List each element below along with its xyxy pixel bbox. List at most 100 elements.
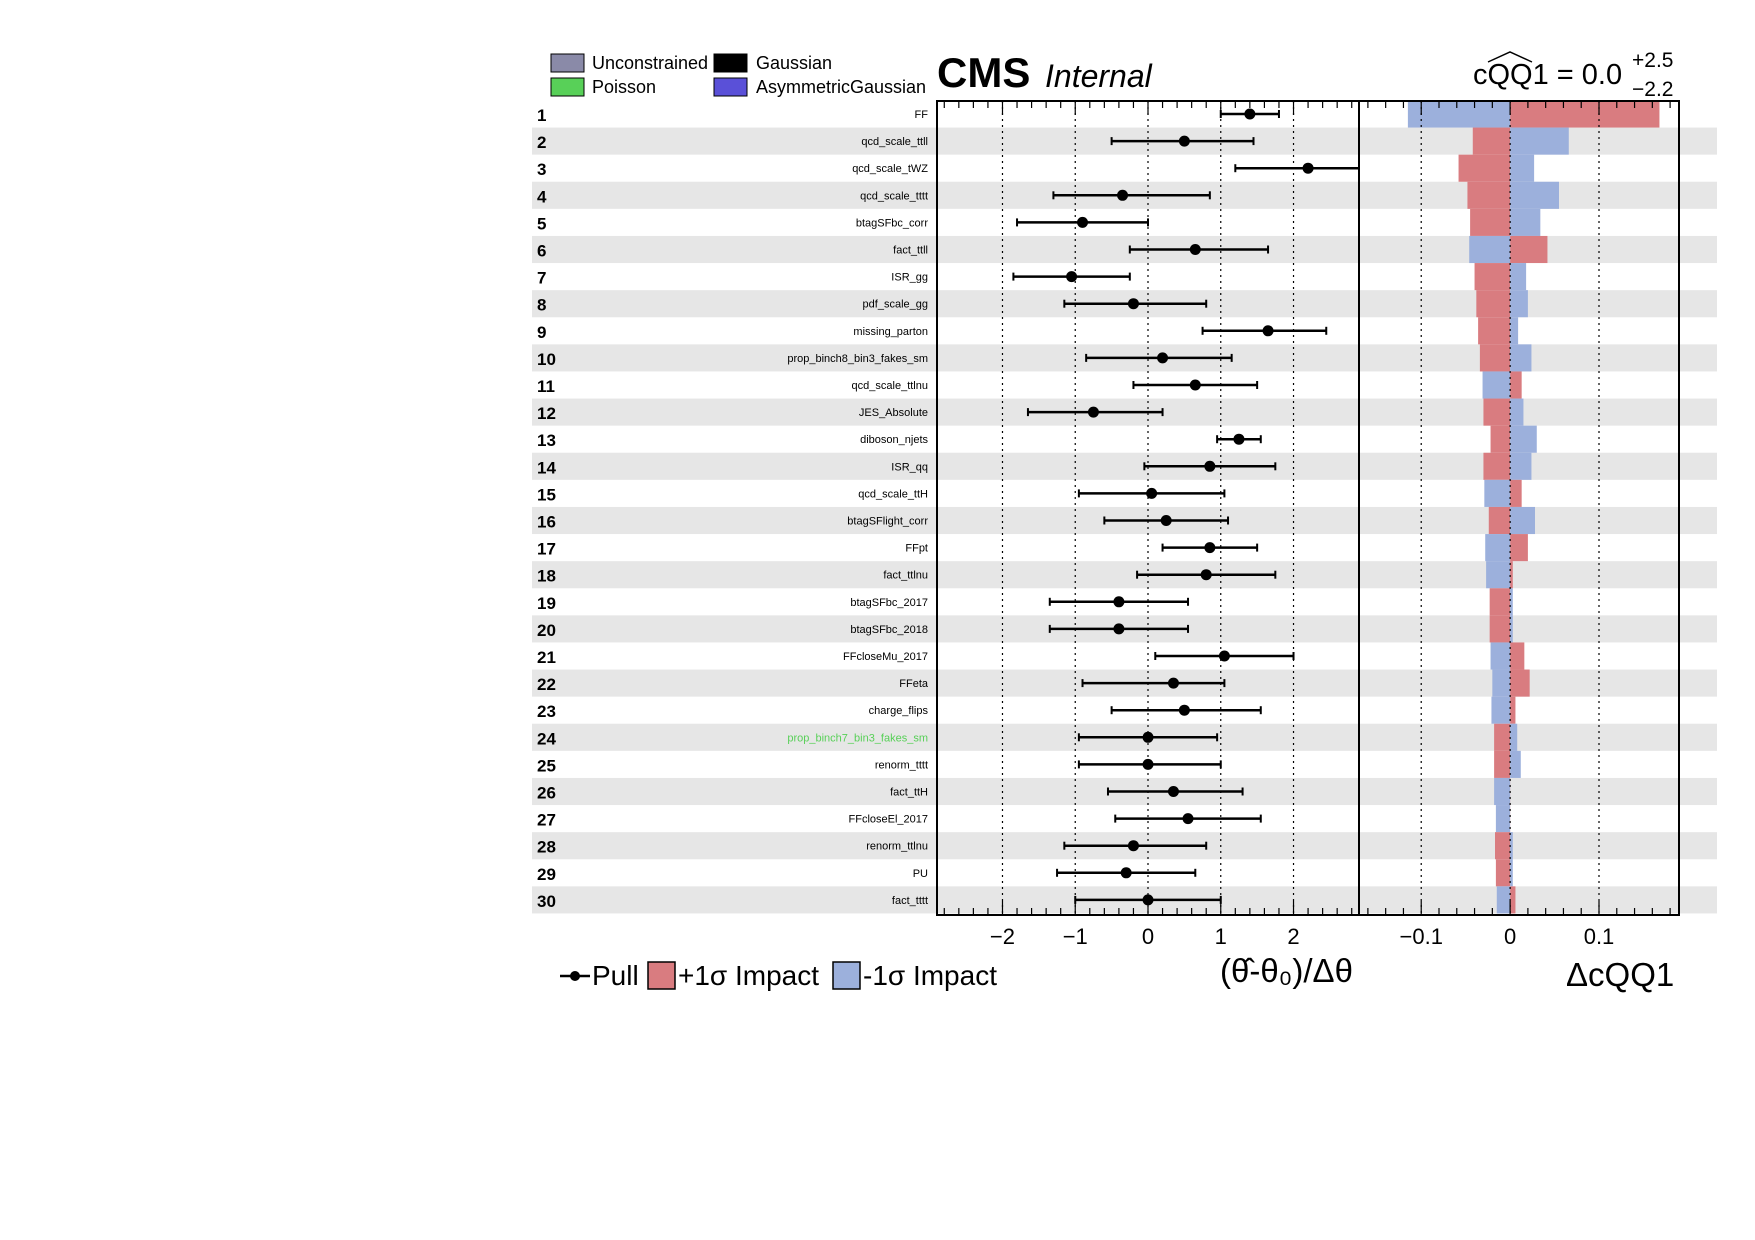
parameter-labels: 1 FF 2 qcd_scale_ttll 3 qcd_scale_tWZ 4 qcd_sca… — [537, 106, 929, 911]
rank-number: 16 — [537, 513, 556, 532]
internal-label: Internal — [1045, 58, 1153, 94]
parameter-label: FFpt — [905, 543, 928, 555]
rank-number: 15 — [537, 485, 556, 504]
rank-number: 28 — [537, 838, 556, 857]
pull-marker — [1127, 840, 1139, 852]
plus-impact-bar — [1510, 371, 1522, 399]
legend-poisson-swatch — [550, 77, 585, 97]
rank-number: 7 — [537, 269, 546, 288]
plus-impact-bar — [1510, 669, 1530, 697]
minus-impact-bar — [1510, 452, 1532, 480]
minus-impact-bar — [1486, 561, 1511, 589]
minus-impact-bar — [1510, 723, 1518, 751]
plus-impact-bar — [1483, 398, 1511, 426]
minus-impact-bar — [1407, 100, 1511, 128]
pull-marker — [1157, 352, 1169, 364]
minus-impact-bar — [1510, 290, 1528, 318]
minus-impact-bar — [1510, 832, 1513, 860]
plus-impact-bar — [1510, 696, 1516, 724]
pull-marker — [1142, 731, 1154, 743]
rank-number: 11 — [537, 377, 555, 396]
minus-impact-bar — [1510, 615, 1513, 643]
impact-tick-label: 0 — [1504, 924, 1516, 949]
rank-number: 1 — [537, 106, 546, 125]
rank-number: 19 — [537, 594, 556, 613]
pull-marker — [1204, 542, 1216, 554]
plus-impact-bar — [1510, 534, 1528, 562]
legend-asymgauss-label: AsymmetricGaussian — [756, 77, 926, 97]
parameter-label: JES_Absolute — [859, 407, 928, 419]
plus-impact-bar — [1510, 886, 1516, 914]
parameter-label: btagSFbc_corr — [856, 217, 928, 229]
legend-plus-impact-label: +1σ Impact — [678, 960, 819, 991]
minus-impact-bar — [1510, 263, 1527, 291]
rank-number: 27 — [537, 811, 556, 830]
parameter-label: FFeta — [899, 678, 929, 690]
parameter-label: ISR_gg — [891, 272, 928, 284]
pull-marker — [1189, 379, 1201, 391]
plus-impact-bar — [1476, 290, 1511, 318]
rank-number: 3 — [537, 160, 546, 179]
plus-impact-bar — [1478, 317, 1511, 345]
parameter-label: qcd_scale_tWZ — [852, 163, 928, 175]
plus-impact-bar — [1483, 452, 1511, 480]
parameter-label: btagSFbc_2018 — [850, 624, 928, 636]
impact-tick-label: −0.1 — [1400, 924, 1443, 949]
rank-number: 8 — [537, 296, 546, 315]
minus-impact-bar — [1490, 642, 1511, 670]
parameter-label: prop_binch7_bin3_fakes_sm — [787, 732, 928, 744]
pull-marker — [1244, 108, 1256, 120]
minus-impact-bar — [1482, 371, 1511, 399]
minus-impact-bar — [1510, 127, 1569, 155]
pull-marker — [1167, 677, 1179, 689]
parameter-label: renorm_ttlnu — [866, 841, 928, 853]
poi-hat — [1487, 51, 1533, 63]
pull-markers — [1012, 108, 1360, 906]
rank-number: 22 — [537, 675, 556, 694]
legend-pull-label: Pull — [592, 960, 639, 991]
legend-plus-impact-swatch — [647, 961, 676, 990]
pull-axis-title: (θ̂-θ₀)/Δθ — [1220, 952, 1353, 989]
minus-impact-bar — [1510, 588, 1513, 616]
pull-marker — [1120, 867, 1132, 879]
rank-number: 9 — [537, 323, 546, 342]
minus-impact-bar — [1510, 208, 1541, 236]
legend-poisson-label: Poisson — [592, 77, 656, 97]
pull-marker — [1113, 596, 1125, 608]
pull-marker — [1066, 271, 1078, 283]
pull-marker — [1178, 704, 1190, 716]
parameter-label: ISR_qq — [891, 461, 928, 473]
pull-marker — [1077, 216, 1089, 228]
plus-impact-bar — [1472, 127, 1511, 155]
pull-marker — [1142, 894, 1154, 906]
minus-impact-bar — [1496, 886, 1511, 914]
plus-impact-bar — [1494, 750, 1511, 778]
parameter-label: qcd_scale_ttll — [861, 136, 928, 148]
minus-impact-bar — [1510, 154, 1535, 182]
parameter-label: fact_tttt — [892, 895, 928, 907]
pull-marker — [1167, 786, 1179, 797]
rank-number: 12 — [537, 404, 556, 423]
parameter-label: prop_binch8_bin3_fakes_sm — [787, 353, 928, 365]
parameter-label: missing_parton — [853, 326, 928, 338]
pull-marker — [1113, 623, 1125, 635]
rank-number: 5 — [537, 214, 546, 233]
rank-number: 25 — [537, 756, 556, 775]
plus-impact-bar — [1458, 154, 1511, 182]
plus-impact-bar — [1510, 642, 1525, 670]
parameter-label: fact_ttll — [893, 245, 928, 257]
pull-marker — [1189, 244, 1201, 255]
pull-marker — [1182, 813, 1194, 825]
pull-marker — [1204, 460, 1216, 472]
plus-impact-bar — [1510, 100, 1660, 128]
legend-minus-impact-label: -1σ Impact — [863, 960, 997, 991]
rank-number: 14 — [537, 458, 556, 477]
legend-minus-impact-swatch — [832, 961, 861, 990]
plus-impact-bar — [1488, 506, 1511, 535]
parameter-label: qcd_scale_tttt — [860, 190, 928, 202]
rank-number: 30 — [537, 892, 556, 911]
plus-impact-bar — [1467, 181, 1511, 209]
parameter-label: btagSFbc_2017 — [850, 597, 928, 609]
pull-tick-label: 0 — [1142, 924, 1154, 949]
legend-pull-marker — [570, 971, 580, 981]
